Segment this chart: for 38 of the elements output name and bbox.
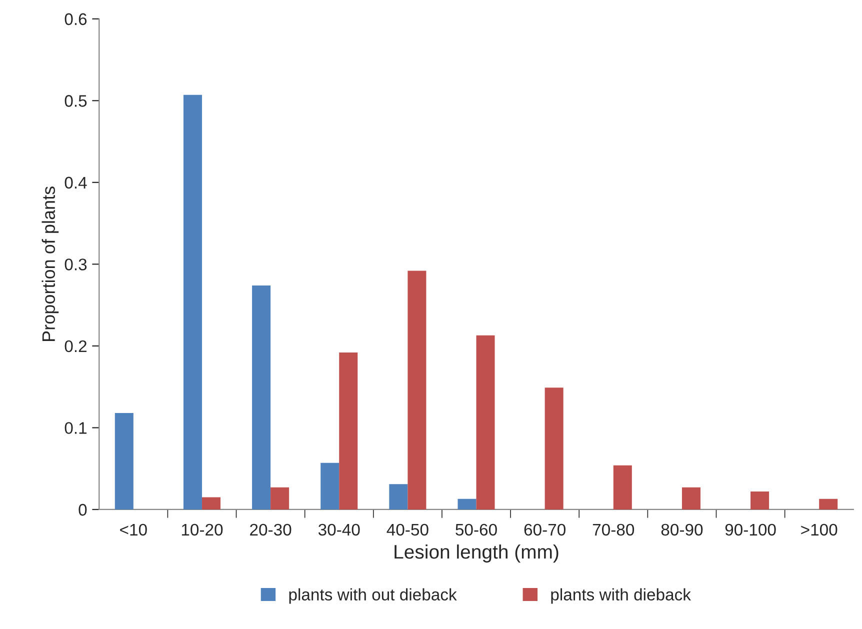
x-tick-label: 90-100 <box>725 524 776 536</box>
legend-label: plants with dieback <box>551 588 691 604</box>
y-tick-label: 0.3 <box>64 258 87 270</box>
bar <box>408 270 426 510</box>
legend-label: plants with out dieback <box>289 588 457 604</box>
y-tick-label: 0.4 <box>64 176 87 189</box>
x-tick-label: 50-60 <box>456 524 497 536</box>
x-tick-label: >100 <box>801 524 838 536</box>
bar <box>458 498 476 510</box>
y-tick-label: 0.1 <box>64 422 87 434</box>
bar <box>819 498 838 510</box>
bar <box>252 285 271 510</box>
x-tick-label: 10-20 <box>182 524 223 536</box>
x-tick-label: 80-90 <box>661 524 703 536</box>
bar <box>114 413 134 510</box>
bar <box>339 352 358 510</box>
bar <box>202 497 220 510</box>
x-tick-label: 20-30 <box>250 524 292 536</box>
bar <box>320 462 340 510</box>
y-tick-label: 0.2 <box>64 340 86 352</box>
x-tick-label: 40-50 <box>386 524 428 536</box>
x-tick-label: <10 <box>120 524 147 536</box>
y-axis-title: Proportion of plants <box>42 186 59 341</box>
y-tick-label: 0 <box>78 504 87 516</box>
bar <box>613 465 632 510</box>
bar <box>476 335 495 510</box>
bar <box>183 94 202 510</box>
x-tick-label: 70-80 <box>592 524 634 536</box>
bar <box>682 487 700 510</box>
bar <box>270 487 290 510</box>
bar <box>544 388 564 510</box>
x-axis-title: Lesion length (mm) <box>394 544 558 563</box>
bar <box>389 484 408 510</box>
x-tick-label: 30-40 <box>318 524 360 536</box>
y-tick-label: 0.6 <box>64 13 87 26</box>
bar <box>750 492 770 510</box>
x-tick-label: 60-70 <box>524 524 566 536</box>
y-tick-label: 0.5 <box>64 95 87 107</box>
